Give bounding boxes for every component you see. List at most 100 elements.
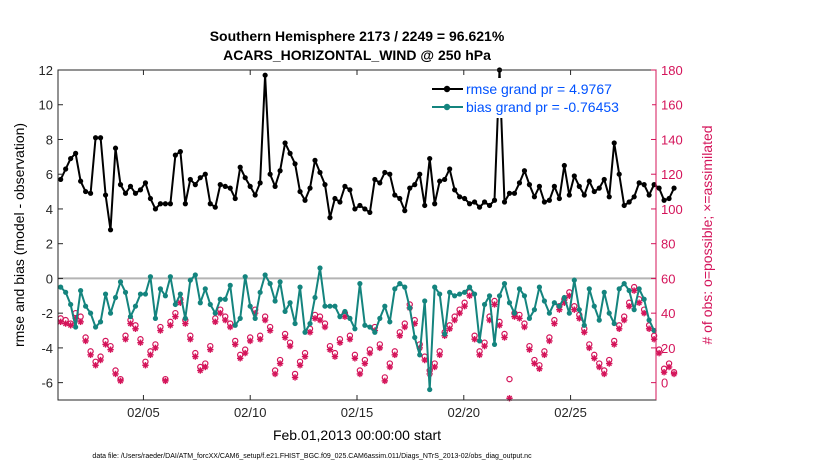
- y-tick-label-left: 2: [46, 237, 53, 252]
- y-tick-label-right: 140: [661, 132, 683, 147]
- bias-point: [307, 320, 313, 327]
- bias-point: [147, 274, 154, 280]
- rmse-point: [626, 199, 632, 205]
- bias-point: [317, 265, 323, 271]
- assimilated-obs-point: [645, 325, 653, 332]
- assimilated-obs-point: [137, 339, 144, 346]
- rmse-point: [102, 192, 109, 198]
- bias-point: [187, 277, 193, 283]
- rmse-point: [192, 182, 198, 188]
- bias-point: [387, 319, 393, 325]
- bias-point: [157, 286, 164, 292]
- bias-point: [362, 322, 368, 328]
- rmse-point: [227, 185, 233, 191]
- bias-point: [561, 294, 567, 301]
- bias-point: [107, 310, 114, 316]
- bias-point: [402, 284, 408, 290]
- rmse-point: [357, 202, 363, 209]
- y-tick-label-right: 180: [661, 63, 683, 78]
- assimilated-obs-point: [611, 341, 618, 348]
- bias-point: [357, 281, 363, 287]
- bias-point: [267, 281, 273, 287]
- assimilated-obs-point: [127, 320, 134, 327]
- rmse-point: [372, 176, 378, 183]
- rmse-point: [97, 135, 104, 141]
- bias-point: [551, 300, 557, 306]
- assimilated-obs-point: [591, 355, 598, 362]
- rmse-point: [107, 227, 114, 233]
- y-tick-label-right: 20: [661, 341, 675, 356]
- bias-point: [452, 293, 458, 299]
- rmse-point: [566, 192, 572, 198]
- assimilated-obs-point: [222, 316, 229, 324]
- assimilated-obs-point: [281, 334, 289, 341]
- rmse-point: [481, 199, 488, 205]
- bias-point: [322, 303, 328, 309]
- bias-point: [476, 338, 483, 344]
- rmse-point: [432, 201, 438, 207]
- assimilated-obs-point: [431, 363, 438, 371]
- assimilated-obs-point: [616, 325, 623, 332]
- assimilated-obs-point: [122, 336, 129, 343]
- bias-point: [591, 303, 597, 309]
- bias-point: [197, 300, 203, 306]
- assimilated-obs-point: [232, 341, 239, 348]
- bias-point: [432, 284, 438, 290]
- rmse-point: [556, 195, 562, 202]
- y-tick-label-left: 6: [46, 167, 53, 182]
- rmse-point: [352, 206, 358, 212]
- rmse-point: [112, 145, 119, 151]
- rmse-point: [551, 183, 557, 189]
- assimilated-obs-point: [546, 337, 553, 345]
- assimilated-obs-point: [596, 363, 603, 371]
- x-tick-label: 02/05: [127, 405, 160, 420]
- rmse-point: [332, 195, 338, 202]
- bias-point: [466, 284, 473, 290]
- bias-point: [397, 281, 403, 287]
- bias-point: [377, 315, 383, 321]
- y-tick-label-left: -2: [41, 306, 53, 321]
- y-tick-label-right: 160: [661, 98, 683, 113]
- rmse-point: [347, 187, 353, 193]
- bias-point: [576, 307, 582, 313]
- y-tick-label-right: 80: [661, 237, 675, 252]
- bias-point: [257, 289, 263, 295]
- y-tick-label-left: 10: [39, 98, 53, 113]
- bias-point: [237, 315, 243, 321]
- bias-point: [407, 305, 413, 311]
- x-tick-label: 02/10: [234, 405, 267, 420]
- rmse-point: [621, 202, 627, 209]
- rmse-point: [312, 157, 318, 163]
- bias-point: [127, 314, 134, 320]
- rmse-point: [307, 185, 313, 191]
- rmse-point: [586, 178, 592, 184]
- rmse-point: [636, 180, 642, 186]
- rmse-point: [157, 201, 164, 207]
- bias-point: [87, 310, 94, 316]
- bias-point: [596, 317, 602, 323]
- assimilated-obs-point: [376, 344, 384, 352]
- rmse-point: [257, 180, 263, 186]
- assimilated-obs-point: [466, 292, 473, 299]
- bias-point: [581, 322, 587, 328]
- rmse-point: [242, 175, 248, 181]
- assimilated-obs-point: [107, 346, 114, 353]
- rmse-point: [362, 206, 368, 212]
- rmse-point: [167, 201, 173, 207]
- bias-point: [297, 284, 303, 290]
- bias-point: [417, 352, 423, 358]
- bias-point: [312, 294, 318, 301]
- rmse-point: [122, 190, 129, 196]
- rmse-point: [452, 187, 458, 193]
- assimilated-obs-point: [571, 306, 578, 313]
- legend-rmse-label: rmse grand pr = 4.9767: [466, 81, 612, 97]
- rmse-point: [322, 182, 328, 188]
- bias-point: [117, 279, 124, 285]
- assimilated-obs-point: [316, 316, 324, 324]
- x-tick-label: 02/15: [341, 405, 374, 420]
- bias-point: [302, 329, 308, 335]
- rmse-point: [606, 194, 612, 200]
- rmse-point: [611, 140, 617, 146]
- bias-point: [207, 301, 213, 308]
- rmse-point: [182, 201, 188, 207]
